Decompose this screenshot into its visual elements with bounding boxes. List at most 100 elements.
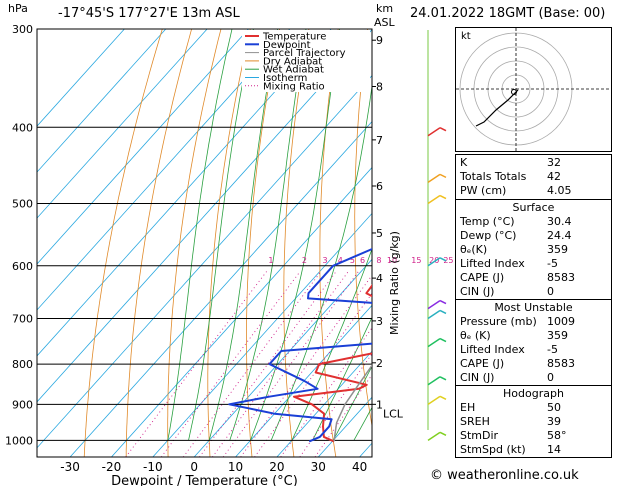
wet-adiabat-line [188,29,254,441]
km-unit-label: km [376,2,394,15]
index-row-k: K 32 [460,156,561,169]
km-tick-label: 6 [376,180,383,193]
hodograph-storm-marker [511,89,517,95]
index-row-pw: PW (cm) 4.05 [460,184,572,197]
mixing-ratio-label: 1 [268,256,273,265]
mixing-ratio-line [254,292,372,457]
wet-adiabat-line [312,316,372,441]
temperature-tick-label: -20 [102,460,122,474]
pressure-tick-label: 800 [12,358,33,371]
pressure-tick-label: 600 [12,260,33,273]
wind-barb [427,309,441,320]
indices-top: K 32 Totals Totals 42 PW (cm) 4.05 [456,155,611,199]
legend-entry: Temperature [262,32,326,43]
dry-adiabat-line [207,29,251,457]
legend-background [242,30,370,92]
most-unstable-rows: Pressure (mb) 1009 θₑ (K) 359 Lifted Index… [456,315,611,385]
background-lines [37,29,372,457]
most-unstable-row: Pressure (mb) 1009 [460,315,575,328]
lcl-label: LCL [383,408,404,421]
isotherm-line [276,350,372,457]
dry-adiabat-line [83,29,163,457]
wind-barb-flag [439,173,447,179]
temperature-tick-label: 10 [228,460,243,474]
wind-barb-flag [439,127,447,132]
temperature-tick-label: 20 [269,460,284,474]
dewpoint-series [228,247,372,443]
pressure-unit-label: hPa [8,2,28,15]
profile-lines [228,247,372,443]
km-tick-label: 3 [376,315,383,328]
temperature-tick-label: -10 [143,460,163,474]
indices-table: K 32 Totals Totals 42 PW (cm) 4.05 Surface … [455,154,612,458]
mixing-ratio-label: 6 [360,256,365,265]
wind-barb [427,257,441,267]
dry-adiabat-line [167,29,222,457]
most-unstable-row: CIN (J) 0 [460,371,554,384]
most-unstable-row: θₑ (K) 359 [460,329,568,342]
wind-barb [427,173,441,184]
hodograph-panel: kt [455,27,612,152]
mixing-ratio-label: 2 [302,256,307,265]
temperature-tick-label: 30 [311,460,326,474]
isotherm-line [193,258,372,457]
wind-barb [427,376,441,386]
pressure-tick-label: 400 [12,121,33,134]
datetime-label: 24.01.2022 18GMT (Base: 00) [410,6,606,21]
surface-row: CAPE (J) 8583 [460,271,575,284]
legend-entry: Parcel Trajectory [263,48,346,59]
wind-barb-flag [439,257,447,262]
surface-row: θₑ(K) 359 [460,243,568,256]
mixing-ratio-label: 15 [411,256,421,265]
km-tick-label: 5 [376,227,383,240]
temperature-tick-label: -30 [60,460,80,474]
wind-barb-flag [439,299,447,305]
wind-barb-flag [439,376,447,381]
mixing-ratio-label: 10 [387,256,397,265]
most-unstable-row: Lifted Index -5 [460,343,558,356]
wind-barb-strip [427,30,447,441]
legend-entry: Isotherm [263,73,307,84]
hodograph-title: Hodograph [456,385,611,401]
surface-title: Surface [456,199,611,215]
legend-entry: Dewpoint [263,40,311,51]
wind-barb-flag [439,337,447,343]
wind-barb-flag [439,431,447,437]
hodograph-rows: EH 50 SREH 39 StmDir 58° StmSpd (kt) 14 [456,401,611,457]
isotherm-line [235,304,372,457]
isotherm-line [111,166,372,457]
wet-adiabat-line [291,247,372,441]
index-row-tt: Totals Totals 42 [460,170,561,183]
most-unstable-title: Most Unstable [456,299,611,315]
wet-adiabat-line [332,365,372,441]
surface-row: CIN (J) 0 [460,285,554,298]
parcel-trajectory-series [333,364,372,442]
hodograph-row: StmDir 58° [460,429,567,442]
km-tick-label: 1 [376,398,383,411]
dry-adiabat-line [246,29,280,457]
isotherm-line [37,29,249,265]
isotherm-line [37,29,208,219]
most-unstable-row: CAPE (J) 8583 [460,357,575,370]
mixing-ratio-label: 20 [429,256,439,265]
pressure-tick-label: 300 [12,23,33,36]
hodograph-row: EH 50 [460,401,561,414]
km-tick-label: 2 [376,357,383,370]
wind-barb-flag [439,395,447,401]
mixing-ratio-label: 3 [323,256,328,265]
wet-adiabat-line [270,83,372,441]
pressure-tick-label: 900 [12,398,33,411]
copyright-footer[interactable]: © weatheronline.co.uk [430,468,579,483]
mixing-ratio-label: 25 [443,256,453,265]
surface-row: Temp (°C) 30.4 [460,215,572,228]
legend-entry: Wet Adiabat [263,65,324,76]
mixing-ratio-label: 5 [350,256,355,265]
mixing-ratio-line [160,271,301,457]
dry-adiabat-line [125,29,192,457]
mixing-ratio-label: 8 [376,256,381,265]
temperature-tick-label: 40 [352,460,367,474]
wet-adiabat-line [229,29,307,441]
hodograph-row: SREH 39 [460,415,561,428]
x-axis-label: Dewpoint / Temperature (°C) [111,474,298,486]
